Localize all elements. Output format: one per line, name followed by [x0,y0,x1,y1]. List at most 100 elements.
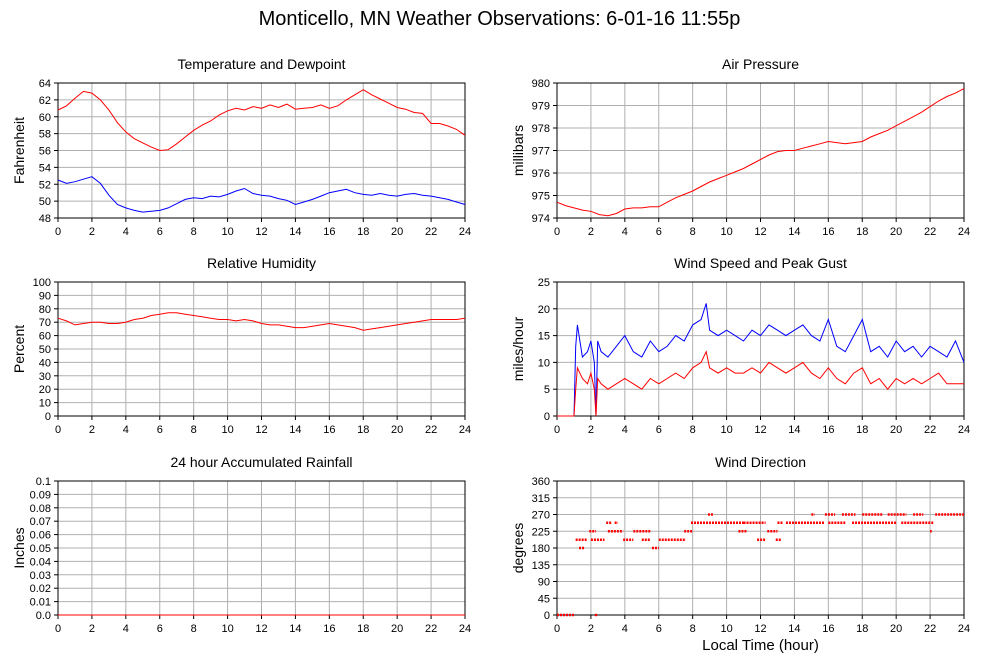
rh-ytick-label: 60 [39,331,51,343]
dir-xtick-label: 8 [690,623,696,635]
rh-xtick-label: 14 [289,424,301,436]
rh-xtick-label: 10 [221,424,233,436]
temp-ytick-label: 60 [39,112,51,124]
rh-xtick-label: 0 [55,424,61,436]
temp-ytick-label: 56 [39,146,51,158]
wind-ytick-label: 5 [544,384,550,396]
temp-xtick-label: 24 [459,226,471,238]
wind-xtick-label: 8 [690,424,696,436]
rain-ytick-label: 0.01 [30,597,51,609]
wind-xtick-label: 24 [958,424,970,436]
temp-xtick-label: 2 [89,226,95,238]
wind-ytick-label: 25 [538,277,550,289]
wind-xtick-label: 22 [924,424,936,436]
dir-xlabel: Local Time (hour) [702,637,819,654]
rain-xtick-label: 20 [391,623,403,635]
dir-xtick-label: 6 [656,623,662,635]
pres-xtick-label: 12 [754,226,766,238]
pres-xtick-label: 24 [958,226,970,238]
pres-xtick-label: 10 [720,226,732,238]
rain-xtick-label: 16 [323,623,335,635]
dir-xtick-label: 18 [856,623,868,635]
rain-xtick-label: 2 [89,623,95,635]
rh-xtick-label: 24 [459,424,471,436]
pres-xtick-label: 22 [924,226,936,238]
rh-xtick-label: 18 [357,424,369,436]
wind-ytick-label: 0 [544,411,550,423]
rain-xtick-label: 18 [357,623,369,635]
temp-xtick-label: 12 [255,226,267,238]
wind-ytick-label: 20 [538,304,550,316]
rh-ytick-label: 40 [39,357,51,369]
wind-frame [556,281,965,417]
rh-ylabel: Percent [11,325,27,373]
rain-xtick-label: 22 [425,623,437,635]
rain-ytick-label: 0.07 [30,516,51,528]
rain-ylabel: Inches [11,527,27,568]
temp-ytick-label: 48 [39,213,51,225]
wind-ylabel: miles/hour [510,316,526,381]
rh-ytick-label: 20 [39,384,51,396]
pres-ytick-label: 977 [532,146,550,158]
pres-ytick-label: 978 [532,123,550,135]
temp-xtick-label: 22 [425,226,437,238]
dir-ytick-label: 180 [532,543,550,555]
rain-xtick-label: 6 [157,623,163,635]
temp-xtick-label: 0 [55,226,61,238]
temp-series-1 [57,176,466,213]
rain-ytick-label: 0.04 [30,556,51,568]
rain-title: 24 hour Accumulated Rainfall [170,454,352,470]
wind-xtick-label: 18 [856,424,868,436]
rain-xtick-label: 12 [255,623,267,635]
rh-xtick-label: 16 [323,424,335,436]
wind-xtick-label: 16 [822,424,834,436]
pres-xtick-label: 18 [856,226,868,238]
wind-xtick-label: 4 [622,424,628,436]
wind-xtick-label: 12 [754,424,766,436]
dir-xtick-label: 22 [924,623,936,635]
dir-point [594,613,598,617]
rh-ytick-label: 0 [45,411,51,423]
dir-ytick-label: 0 [544,610,550,622]
rh-xtick-label: 12 [255,424,267,436]
temp-ylabel: Fahrenheit [11,117,27,184]
dir-xtick-label: 10 [720,623,732,635]
wind-xtick-label: 10 [720,424,732,436]
dir-title: Wind Direction [715,454,806,470]
temp-xtick-label: 4 [123,226,129,238]
temp-xtick-label: 16 [323,226,335,238]
wind-xtick-label: 14 [788,424,800,436]
rain-ytick-label: 0.03 [30,570,51,582]
rh-ytick-label: 70 [39,317,51,329]
rain-chart: 24 hour Accumulated Rainfall0.00.010.020… [11,454,471,635]
page-title: Monticello, MN Weather Observations: 6-0… [258,8,741,30]
pres-ytick-label: 975 [532,191,550,203]
pres-xtick-label: 8 [690,226,696,238]
rh-ytick-label: 50 [39,344,51,356]
wind-xtick-label: 0 [554,424,560,436]
dir-ytick-label: 90 [538,577,550,589]
pres-ytick-label: 974 [532,213,550,225]
pres-frame [556,82,965,219]
rain-xtick-label: 14 [289,623,301,635]
rain-xtick-label: 8 [191,623,197,635]
rain-xtick-label: 24 [459,623,471,635]
dir-frame [556,480,965,616]
wind-ytick-label: 10 [538,357,550,369]
pres-xtick-label: 16 [822,226,834,238]
pres-series-0 [556,88,965,217]
rh-ytick-label: 80 [39,304,51,316]
dir-xtick-label: 20 [890,623,902,635]
dir-xtick-label: 16 [822,623,834,635]
temp-xtick-label: 20 [391,226,403,238]
dir-xtick-label: 24 [958,623,970,635]
wind-ytick-label: 15 [538,331,550,343]
wind-title: Wind Speed and Peak Gust [674,255,847,271]
rain-ytick-label: 0.08 [30,503,51,515]
rh-xtick-label: 8 [191,424,197,436]
pres-xtick-label: 2 [588,226,594,238]
pres-title: Air Pressure [722,56,799,72]
